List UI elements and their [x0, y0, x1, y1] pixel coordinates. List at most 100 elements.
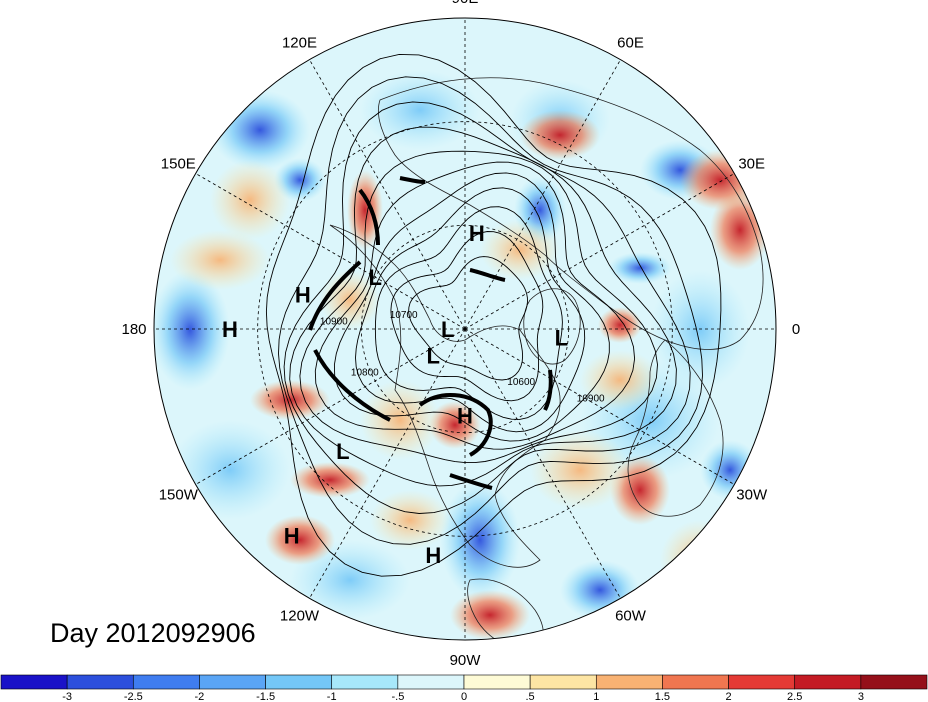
high-pressure-label: H [457, 403, 473, 428]
day-title: Day 2012092906 [50, 618, 256, 648]
jet-contour [543, 369, 553, 411]
colorbar-swatch [199, 674, 266, 690]
contour-value-label: 10900 [577, 394, 605, 405]
height-contour [283, 101, 691, 514]
contour-value-label: 10800 [351, 368, 379, 379]
anomaly-blob [429, 401, 481, 449]
height-contour [299, 150, 658, 464]
colorbar-label: 2.5 [787, 691, 802, 702]
colorbar-swatch [397, 674, 465, 690]
longitude-label: 60W [615, 608, 647, 625]
map-border [153, 17, 777, 641]
colorbar-swatch [728, 674, 796, 690]
colorbar-swatch [860, 674, 928, 690]
colorbar-swatch [529, 674, 597, 690]
jet-contour [308, 260, 362, 331]
height-contour [314, 161, 636, 450]
anomaly-blob [608, 252, 672, 284]
colorbar-swatch [463, 674, 531, 690]
low-pressure-label: L [555, 325, 568, 350]
contour-value-label: 10700 [390, 310, 418, 321]
anomaly-blob [210, 160, 290, 240]
colorbar-swatch [794, 674, 862, 690]
anomaly-blob [360, 380, 440, 460]
colorbar-label: 2 [726, 691, 732, 702]
colorbar-label: 3 [858, 691, 864, 702]
height-contour [390, 231, 544, 402]
height-contour [355, 187, 586, 433]
low-pressure-label: L [336, 439, 349, 464]
colorbar-swatch [0, 674, 68, 690]
meridian-line [309, 328, 466, 599]
height-contour [408, 256, 528, 381]
longitude-label: 180 [121, 321, 146, 338]
high-pressure-label: H [425, 543, 441, 568]
anomaly-blob [450, 590, 530, 640]
longitude-label: 90W [450, 652, 482, 669]
high-pressure-label: H [222, 317, 238, 342]
height-contours [265, 53, 722, 577]
jet-contour [449, 473, 493, 490]
colorbar-label: -2.5 [124, 691, 143, 702]
longitude-label: 150E [161, 156, 196, 173]
colorbar-swatch [662, 674, 729, 690]
high-pressure-label: H [284, 524, 300, 549]
meridian-line [195, 328, 466, 485]
high-pressure-label: H [469, 221, 485, 246]
anomaly-blob [650, 270, 750, 390]
contour-labels: 10900 10800 10600 10900 10700 [320, 310, 605, 404]
colorbar-swatch [331, 674, 399, 690]
meridian-line [195, 173, 466, 330]
meridian-line [309, 59, 466, 330]
jet-contour [399, 176, 426, 184]
meridian-line [464, 328, 621, 599]
anomaly-blob [580, 350, 660, 410]
colorbar-label: -3 [62, 691, 72, 702]
jet-contour [358, 188, 380, 246]
high-pressure-label: H [295, 283, 311, 308]
coastlines [329, 77, 764, 640]
anomaly-blob [154, 270, 230, 390]
height-contour [333, 172, 610, 442]
colorbar-label: 0 [461, 691, 467, 702]
jet-contour [469, 268, 506, 282]
longitude-label: 120W [280, 608, 320, 625]
longitude-label: 90E [452, 0, 479, 7]
longitude-label: 120E [282, 34, 317, 51]
colorbar-label: -1 [327, 691, 337, 702]
colorbar-swatch [595, 674, 663, 690]
colorbar-label: -1.5 [256, 691, 275, 702]
colorbar-label: 1 [593, 691, 599, 702]
latitude-circle [257, 121, 673, 537]
longitude-label: 0 [792, 321, 800, 338]
jet-contour [313, 349, 391, 422]
colorbar-swatch [132, 674, 200, 690]
colorbar: -3 -2.5 -2 -1.5 -1 -.5 0 .5 1 1.5 2 2.5 3 [0, 674, 928, 702]
anomaly-blob [440, 480, 520, 600]
colorbar-label: -.5 [391, 691, 404, 702]
low-pressure-label: L [426, 344, 439, 369]
anomaly-blob [530, 430, 630, 510]
graticule [154, 18, 776, 640]
height-contour [278, 76, 703, 545]
colorbar-label: .5 [526, 691, 535, 702]
contour-value-label: 10600 [507, 377, 535, 388]
longitude-label: 150W [159, 487, 199, 504]
anomaly-blob [170, 230, 270, 290]
meridian-line [464, 328, 735, 485]
anomaly-blob [250, 380, 330, 420]
colorbar-swatch [265, 674, 333, 690]
contour-value-label: 10900 [320, 316, 348, 327]
longitude-label: 60E [617, 34, 644, 51]
meridian-line [464, 173, 735, 330]
height-contour [265, 53, 722, 577]
colorbar-swatch [66, 674, 134, 690]
anomaly-blob [598, 307, 642, 343]
meridian-line [464, 59, 621, 330]
jet-contour [418, 392, 493, 457]
anomaly-blob [520, 110, 600, 160]
colorbar-label: 1.5 [655, 691, 670, 702]
anomaly-blob [265, 515, 335, 565]
